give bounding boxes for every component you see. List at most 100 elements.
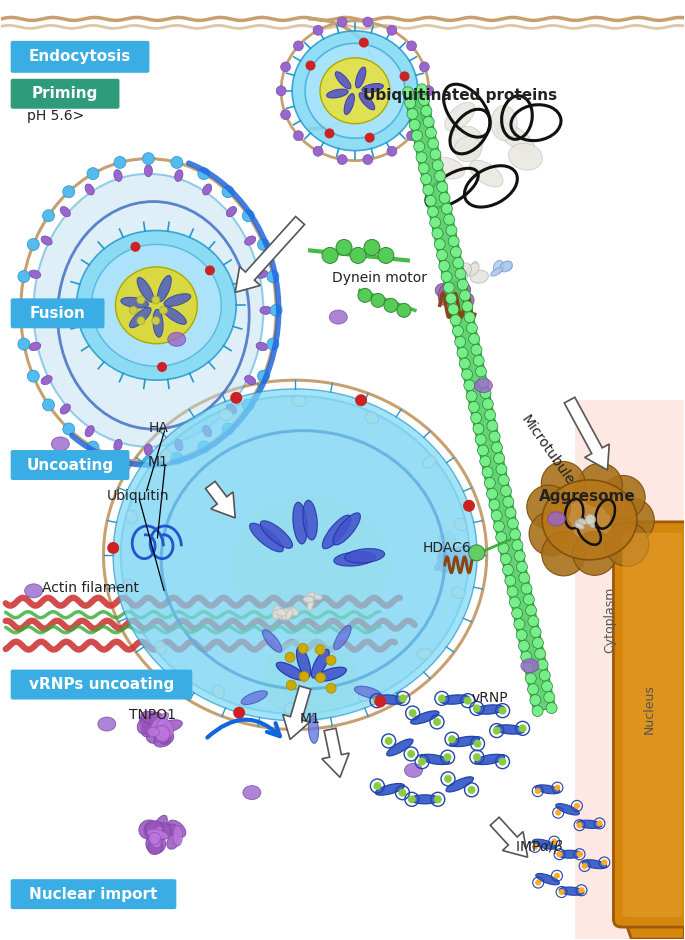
- Ellipse shape: [547, 511, 566, 525]
- Ellipse shape: [556, 804, 580, 815]
- Ellipse shape: [303, 592, 315, 603]
- Ellipse shape: [335, 71, 351, 89]
- Circle shape: [519, 572, 530, 584]
- Ellipse shape: [154, 822, 171, 839]
- Ellipse shape: [154, 731, 174, 747]
- Circle shape: [285, 652, 295, 662]
- Ellipse shape: [144, 822, 162, 844]
- Ellipse shape: [467, 263, 479, 276]
- Ellipse shape: [582, 860, 607, 869]
- Circle shape: [507, 586, 518, 597]
- Ellipse shape: [323, 515, 351, 549]
- Circle shape: [451, 246, 462, 258]
- Circle shape: [546, 702, 557, 713]
- Ellipse shape: [438, 285, 452, 306]
- Circle shape: [578, 463, 622, 507]
- Ellipse shape: [493, 260, 503, 274]
- Circle shape: [494, 453, 505, 463]
- Circle shape: [453, 258, 464, 269]
- Circle shape: [496, 532, 507, 542]
- Circle shape: [198, 167, 210, 180]
- Text: pH 5.6>: pH 5.6>: [27, 109, 84, 123]
- Ellipse shape: [287, 607, 299, 616]
- Circle shape: [407, 131, 416, 141]
- Circle shape: [503, 564, 514, 575]
- Circle shape: [322, 247, 338, 263]
- Ellipse shape: [457, 292, 474, 308]
- Ellipse shape: [410, 795, 440, 804]
- FancyBboxPatch shape: [11, 450, 129, 480]
- Polygon shape: [235, 216, 305, 292]
- Circle shape: [313, 147, 323, 156]
- Text: M1: M1: [299, 713, 321, 727]
- Circle shape: [337, 17, 347, 27]
- Circle shape: [477, 445, 488, 456]
- Ellipse shape: [456, 544, 472, 567]
- Circle shape: [471, 413, 482, 423]
- Ellipse shape: [29, 342, 40, 351]
- Circle shape: [471, 344, 482, 355]
- Circle shape: [233, 707, 245, 719]
- Circle shape: [532, 844, 538, 850]
- Circle shape: [487, 420, 498, 431]
- Circle shape: [459, 358, 471, 369]
- Ellipse shape: [305, 43, 405, 138]
- Circle shape: [499, 758, 506, 766]
- Circle shape: [258, 239, 269, 250]
- Ellipse shape: [241, 691, 267, 705]
- Ellipse shape: [578, 519, 587, 525]
- Ellipse shape: [157, 719, 173, 739]
- Ellipse shape: [168, 821, 186, 838]
- Ellipse shape: [154, 726, 165, 739]
- Circle shape: [429, 217, 440, 228]
- Ellipse shape: [260, 521, 292, 548]
- Ellipse shape: [155, 726, 170, 742]
- Ellipse shape: [503, 261, 512, 271]
- Circle shape: [510, 529, 521, 540]
- Ellipse shape: [77, 230, 236, 380]
- Circle shape: [432, 160, 443, 171]
- Circle shape: [610, 498, 654, 542]
- Circle shape: [453, 325, 464, 337]
- Ellipse shape: [85, 184, 95, 195]
- Circle shape: [519, 725, 527, 732]
- Circle shape: [529, 511, 573, 556]
- Circle shape: [427, 206, 438, 217]
- Circle shape: [469, 401, 479, 413]
- Ellipse shape: [456, 554, 467, 566]
- Circle shape: [427, 138, 438, 149]
- Ellipse shape: [292, 396, 306, 407]
- Ellipse shape: [292, 31, 418, 150]
- Circle shape: [555, 809, 561, 816]
- Circle shape: [385, 737, 393, 744]
- Circle shape: [460, 290, 471, 301]
- Ellipse shape: [256, 342, 268, 351]
- Circle shape: [137, 317, 145, 324]
- Circle shape: [496, 463, 507, 475]
- Circle shape: [525, 673, 536, 684]
- Ellipse shape: [256, 270, 268, 278]
- Ellipse shape: [157, 720, 182, 733]
- Ellipse shape: [536, 873, 560, 885]
- Circle shape: [355, 394, 367, 406]
- Circle shape: [601, 476, 645, 520]
- Ellipse shape: [387, 739, 413, 756]
- Circle shape: [542, 681, 553, 692]
- Circle shape: [222, 423, 234, 435]
- FancyBboxPatch shape: [11, 669, 192, 699]
- Circle shape: [433, 718, 441, 726]
- Ellipse shape: [435, 284, 452, 297]
- Circle shape: [313, 25, 323, 36]
- Ellipse shape: [438, 542, 455, 558]
- Ellipse shape: [316, 667, 347, 682]
- Circle shape: [448, 236, 459, 247]
- Circle shape: [532, 637, 543, 649]
- Text: Ubiquitin: Ubiquitin: [107, 489, 170, 503]
- Ellipse shape: [454, 546, 467, 561]
- Ellipse shape: [439, 536, 447, 547]
- Ellipse shape: [303, 500, 317, 540]
- Circle shape: [528, 616, 539, 627]
- Ellipse shape: [151, 713, 169, 730]
- Circle shape: [375, 696, 386, 708]
- Circle shape: [491, 442, 502, 453]
